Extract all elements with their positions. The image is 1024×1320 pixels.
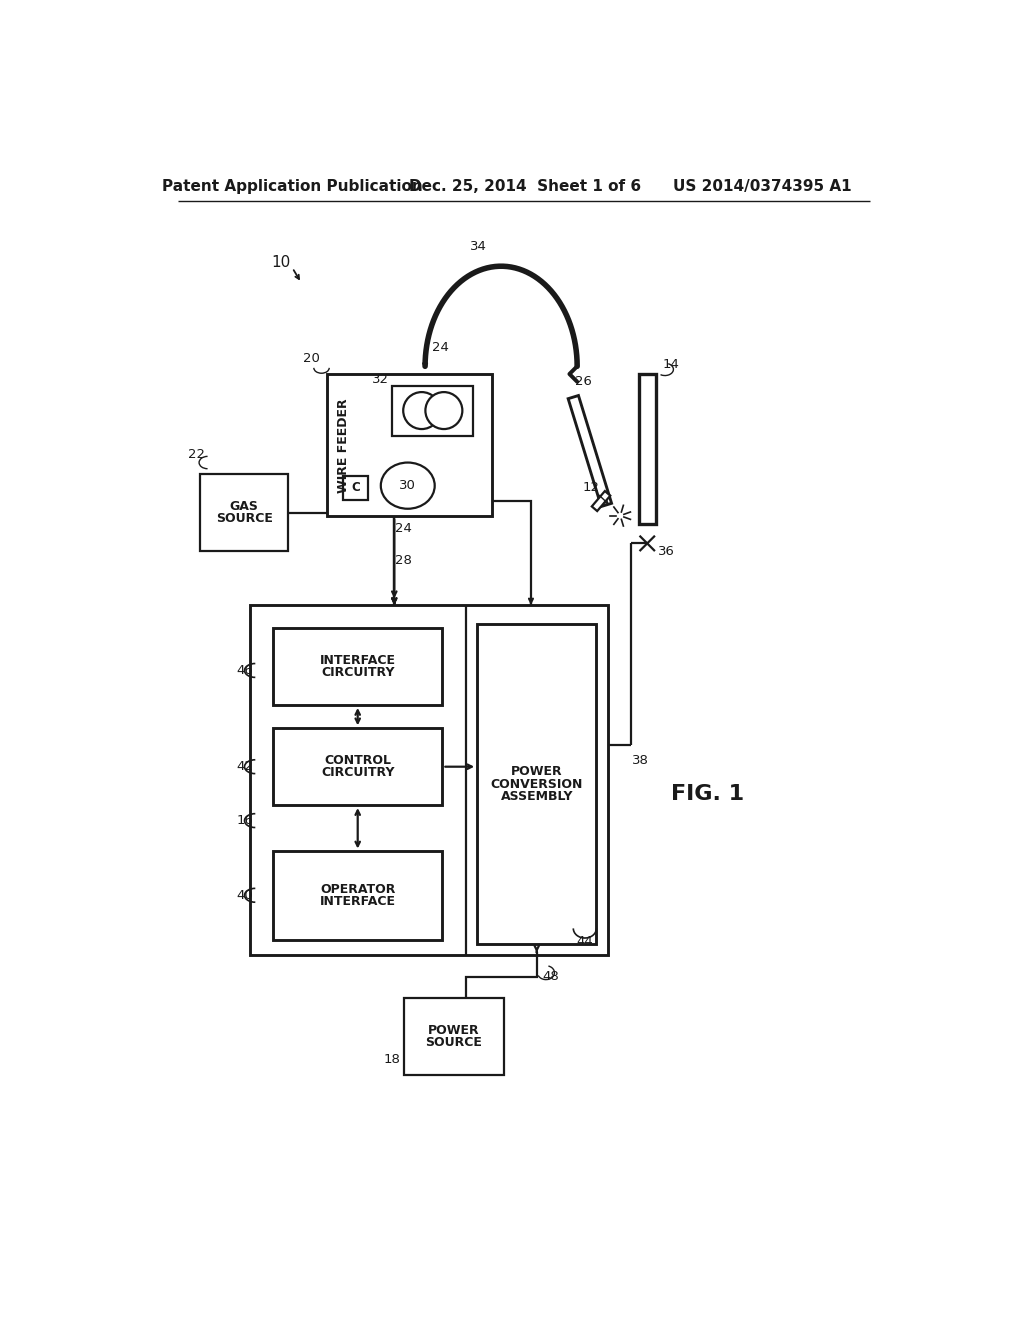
Text: 36: 36 (658, 545, 675, 557)
Text: 40: 40 (237, 888, 253, 902)
Text: SOURCE: SOURCE (426, 1036, 482, 1049)
Text: FIG. 1: FIG. 1 (672, 784, 744, 804)
Text: 16: 16 (237, 814, 253, 828)
Text: OPERATOR: OPERATOR (321, 883, 395, 896)
Text: POWER: POWER (428, 1023, 480, 1036)
Text: Patent Application Publication: Patent Application Publication (162, 180, 423, 194)
Bar (273, 628, 442, 705)
Text: 32: 32 (373, 372, 389, 385)
Text: ASSEMBLY: ASSEMBLY (501, 789, 573, 803)
Text: 26: 26 (574, 375, 592, 388)
Text: 30: 30 (399, 479, 416, 492)
Circle shape (425, 392, 463, 429)
Text: INTERFACE: INTERFACE (319, 653, 395, 667)
Bar (273, 851, 442, 940)
Text: SOURCE: SOURCE (216, 512, 272, 525)
Text: CONTROL: CONTROL (325, 754, 391, 767)
Text: 14: 14 (663, 358, 680, 371)
Text: 22: 22 (187, 449, 205, 462)
Bar (392, 385, 473, 436)
Bar (343, 475, 368, 500)
Text: CIRCUITRY: CIRCUITRY (321, 667, 394, 680)
Text: 18: 18 (384, 1053, 400, 1065)
Bar (327, 374, 493, 516)
Bar (200, 474, 289, 552)
Circle shape (403, 392, 440, 429)
Bar (273, 729, 442, 805)
Bar (477, 624, 596, 944)
Text: INTERFACE: INTERFACE (319, 895, 395, 908)
Text: 24: 24 (432, 341, 449, 354)
Text: US 2014/0374395 A1: US 2014/0374395 A1 (673, 180, 851, 194)
Text: 24: 24 (395, 521, 412, 535)
Polygon shape (592, 491, 610, 511)
Text: POWER: POWER (511, 766, 562, 779)
Text: 38: 38 (632, 754, 649, 767)
Text: 12: 12 (583, 480, 599, 494)
Ellipse shape (381, 462, 435, 508)
Text: 46: 46 (237, 664, 253, 677)
Text: 28: 28 (395, 554, 412, 568)
Text: CONVERSION: CONVERSION (490, 777, 583, 791)
Text: 42: 42 (237, 760, 253, 774)
Text: WIRE FEEDER: WIRE FEEDER (337, 397, 350, 492)
Text: Dec. 25, 2014  Sheet 1 of 6: Dec. 25, 2014 Sheet 1 of 6 (409, 180, 641, 194)
Text: 44: 44 (577, 935, 593, 948)
Bar (639, 374, 655, 524)
Text: 10: 10 (271, 255, 291, 269)
Text: 20: 20 (303, 352, 319, 366)
Text: 48: 48 (543, 970, 559, 983)
Text: 34: 34 (470, 240, 486, 253)
Text: C: C (351, 482, 359, 495)
Text: GAS: GAS (229, 500, 259, 513)
Bar (250, 605, 608, 956)
Bar (403, 998, 504, 1074)
Text: CIRCUITRY: CIRCUITRY (321, 767, 394, 779)
Polygon shape (568, 396, 611, 507)
